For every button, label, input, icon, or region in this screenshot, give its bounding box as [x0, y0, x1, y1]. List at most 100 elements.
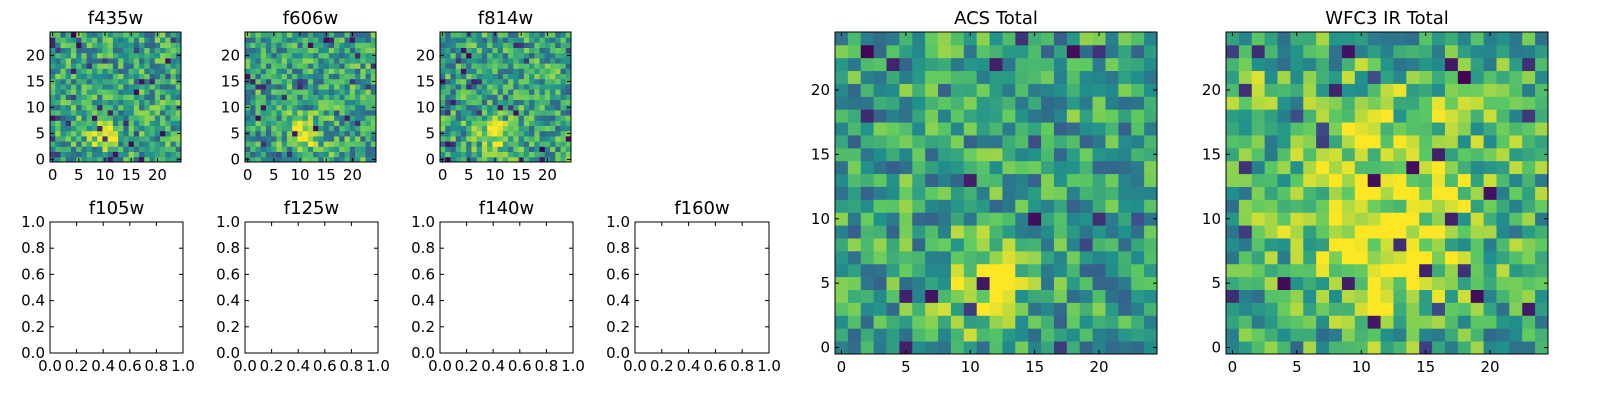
heatmap-cell: [492, 130, 499, 137]
heatmap-cell: [544, 68, 551, 74]
heatmap-cell: [328, 146, 335, 152]
heatmap-cell: [365, 84, 372, 90]
heatmap-cell: [133, 63, 140, 69]
panel-title-f140w: f140w: [479, 198, 534, 219]
heatmap-cell: [1470, 341, 1484, 355]
heatmap-cell: [1028, 315, 1042, 329]
heatmap-cell: [860, 315, 875, 329]
heatmap-cell: [123, 84, 129, 90]
heatmap-cell: [963, 70, 978, 84]
heatmap-cell: [835, 44, 849, 59]
heatmap-cell: [1238, 250, 1253, 265]
heatmap-cell: [1277, 276, 1291, 290]
x-tick-label: 10: [95, 166, 114, 184]
heatmap-cell: [265, 120, 272, 126]
heatmap-cell: [255, 146, 262, 152]
heatmap-cell: [1015, 225, 1029, 239]
heatmap-cell: [1226, 238, 1240, 252]
heatmap-cell: [550, 68, 556, 74]
heatmap-cell: [165, 89, 171, 95]
heatmap-cell: [1432, 289, 1446, 303]
heatmap-cell: [476, 104, 483, 111]
heatmap-cell: [1509, 57, 1523, 72]
heatmap-cell: [476, 52, 483, 59]
heatmap-cell: [349, 94, 356, 100]
heatmap-cell: [1496, 289, 1510, 303]
heatmap-cell: [349, 58, 356, 64]
y-tick-label: 10: [416, 98, 435, 116]
heatmap-cell: [899, 302, 913, 316]
heatmap-cell: [1496, 122, 1510, 136]
heatmap-cell: [81, 115, 88, 121]
heatmap-cell: [963, 225, 978, 239]
heatmap-cell: [1444, 238, 1459, 252]
heatmap-cell: [313, 47, 319, 54]
heatmap-cell: [886, 135, 900, 149]
heatmap-cell: [912, 186, 926, 200]
y-tick-label: 1.0: [216, 213, 240, 231]
x-tick-label: 0.0: [233, 357, 257, 375]
heatmap-cell: [123, 73, 129, 80]
heatmap-cell: [265, 63, 272, 69]
heatmap-cell: [281, 115, 288, 121]
heatmap-cell: [487, 94, 493, 100]
heatmap-cell: [1238, 263, 1253, 278]
heatmap-cell: [1131, 289, 1145, 303]
heatmap-cell: [1316, 276, 1330, 290]
heatmap-cell: [81, 89, 88, 95]
heatmap-cell: [1444, 122, 1459, 136]
heatmap-cell: [1303, 186, 1317, 200]
heatmap-cell: [339, 42, 345, 48]
heatmap-cell: [1393, 83, 1407, 97]
heatmap-cell: [1444, 135, 1459, 149]
heatmap-cell: [508, 32, 514, 38]
heatmap-cell: [497, 63, 504, 69]
heatmap-cell: [139, 115, 145, 121]
heatmap-cell: [1522, 199, 1536, 213]
heatmap-cell: [544, 58, 551, 64]
heatmap-cell: [492, 120, 499, 126]
heatmap-cell: [912, 109, 926, 123]
heatmap-cell: [460, 84, 467, 90]
heatmap-cell: [925, 199, 939, 213]
heatmap-cell: [1470, 122, 1484, 136]
heatmap-cell: [886, 160, 900, 175]
heatmap-cell: [302, 58, 309, 64]
heatmap-cell: [529, 104, 535, 111]
heatmap-cell: [873, 70, 887, 84]
heatmap-cell: [349, 89, 356, 95]
heatmap-cell: [487, 73, 493, 80]
heatmap-cell: [1226, 147, 1240, 162]
heatmap-cell: [1131, 122, 1145, 136]
heatmap-cell: [539, 94, 546, 100]
heatmap-cell: [1144, 44, 1158, 59]
x-tick-label: 5: [1292, 358, 1302, 376]
heatmap-cell: [328, 84, 335, 90]
heatmap-cell: [912, 328, 926, 342]
heatmap-cell: [1028, 122, 1042, 136]
heatmap-cell: [160, 89, 166, 95]
heatmap-cell: [302, 146, 309, 152]
heatmap-cell: [539, 104, 546, 111]
heatmap-cell: [440, 58, 446, 64]
heatmap-cell: [1522, 302, 1536, 316]
heatmap-cell: [1496, 32, 1510, 46]
heatmap-cell: [1419, 250, 1433, 265]
axes-frame-f140w: [439, 221, 574, 354]
heatmap-cell: [149, 73, 156, 80]
heatmap-cell: [450, 58, 457, 64]
heatmap-cell: [255, 136, 262, 142]
heatmap-cell: [938, 32, 952, 46]
axes-frame-f105w: [49, 221, 184, 354]
heatmap-cell: [518, 110, 525, 116]
heatmap-cell: [112, 52, 119, 59]
heatmap-cell: [1303, 122, 1317, 136]
heatmap-cell: [307, 115, 314, 121]
heatmap-cell: [466, 104, 472, 111]
heatmap-cell: [86, 78, 93, 85]
heatmap-cell: [97, 151, 103, 158]
heatmap-cell: [313, 130, 319, 137]
heatmap-cell: [175, 89, 182, 95]
heatmap-cell: [165, 32, 171, 38]
heatmap-cell: [328, 58, 335, 64]
